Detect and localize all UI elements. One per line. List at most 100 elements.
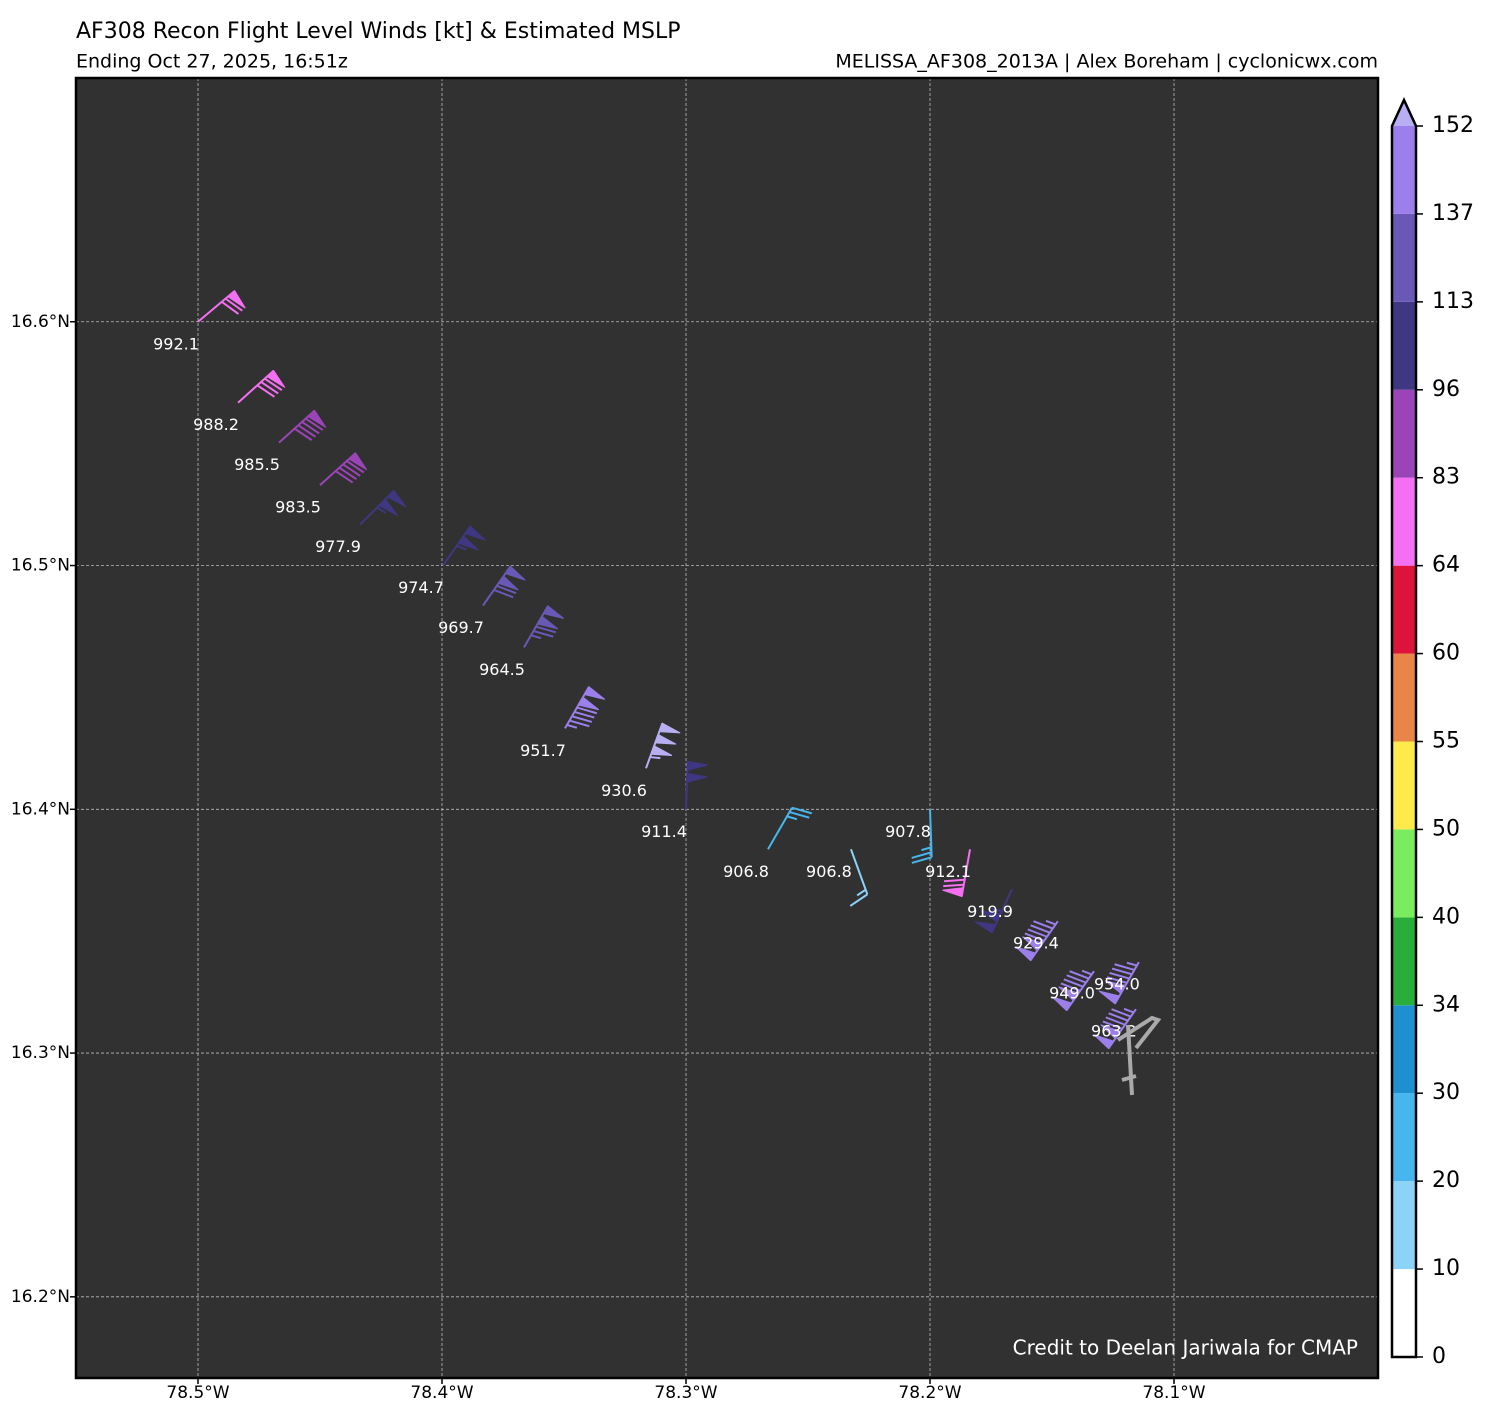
barb-staff bbox=[564, 686, 598, 729]
credit: Credit to Deelan Jariwala for CMAP bbox=[1013, 1336, 1358, 1360]
colorbar-segment bbox=[1392, 213, 1416, 302]
pressure-label: 964.5 bbox=[479, 660, 525, 679]
barb-staff bbox=[911, 809, 933, 864]
pressure-label: 906.8 bbox=[806, 862, 852, 881]
colorbar-tick-label: 113 bbox=[1432, 289, 1474, 314]
y-tick-label: 16.2°N bbox=[11, 1287, 70, 1307]
plot-area: 992.1 988.2 985.5 983.5 977.9 974.7 969.7 964.5… bbox=[76, 78, 1378, 1378]
pressure-label: 949.0 bbox=[1049, 984, 1095, 1003]
colorbar-tick-label: 83 bbox=[1432, 465, 1460, 490]
pressure-label: 906.8 bbox=[723, 862, 769, 881]
chart-subtitle: Ending Oct 27, 2025, 16:51z bbox=[76, 51, 348, 73]
barb-flags bbox=[378, 489, 407, 516]
barb-flags bbox=[266, 369, 286, 388]
wind-barb bbox=[442, 525, 486, 567]
colorbar-segment bbox=[1392, 1181, 1416, 1270]
colorbar-tick-label: 60 bbox=[1432, 641, 1460, 666]
colorbar: 0 10 20 30 34 40 50 55 60 64 83 96 113 137 152 bbox=[1390, 97, 1474, 1369]
wind-barb bbox=[849, 848, 869, 907]
x-tick-label: 78.1°W bbox=[1142, 1383, 1205, 1403]
colorbar-tick-label: 96 bbox=[1432, 377, 1460, 402]
colorbar-segment bbox=[1392, 389, 1416, 478]
barb-flags bbox=[457, 525, 486, 551]
barb-staff bbox=[1024, 919, 1059, 962]
barb-flags bbox=[348, 452, 368, 471]
pressure-label: 907.8 bbox=[885, 822, 931, 841]
barb-flags bbox=[1015, 936, 1044, 962]
colorbar-segment bbox=[1392, 477, 1416, 566]
pressure-label: 954.0 bbox=[1094, 975, 1140, 994]
barb-staff bbox=[278, 409, 324, 444]
y-tick-label: 16.4°N bbox=[11, 799, 70, 819]
wind-barb bbox=[645, 722, 681, 769]
wind-barb bbox=[767, 806, 813, 850]
barb-staff bbox=[1102, 1007, 1137, 1050]
wind-barb bbox=[278, 409, 327, 444]
colorbar-extend bbox=[1392, 100, 1416, 126]
colorbar-tick-label: 64 bbox=[1432, 553, 1460, 578]
barb-staff bbox=[237, 369, 283, 404]
colorbar-tick-label: 10 bbox=[1432, 1256, 1460, 1281]
colorbar-tick-label: 0 bbox=[1432, 1344, 1446, 1369]
wind-barb bbox=[482, 565, 526, 607]
colorbar-segment bbox=[1392, 301, 1416, 390]
barb-flags bbox=[307, 409, 327, 428]
wind-barb bbox=[1098, 961, 1140, 1005]
pressure-label: 992.1 bbox=[153, 334, 199, 353]
colorbar-tick-label: 152 bbox=[1432, 113, 1474, 138]
chart-title: AF308 Recon Flight Level Winds [kt] & Es… bbox=[76, 19, 681, 44]
barb-flags bbox=[497, 565, 526, 591]
wind-barb bbox=[1015, 919, 1059, 962]
colorbar-segment bbox=[1392, 829, 1416, 918]
barb-staff bbox=[523, 605, 557, 648]
wind-barb bbox=[237, 369, 286, 404]
barb-flags bbox=[686, 760, 708, 783]
wind-barb bbox=[523, 605, 565, 648]
wind-barb bbox=[911, 809, 933, 864]
plot-frame bbox=[74, 76, 1380, 1380]
x-tick-label: 78.3°W bbox=[654, 1383, 717, 1403]
barb-flags bbox=[1051, 986, 1080, 1012]
barb-flags bbox=[536, 605, 565, 630]
barb-staff bbox=[1060, 969, 1095, 1012]
x-tick-label: 78.4°W bbox=[410, 1383, 473, 1403]
pressure-label: 983.5 bbox=[275, 498, 321, 517]
wind-barb bbox=[564, 686, 606, 729]
map-background bbox=[76, 78, 1378, 1378]
pressure-label: 929.4 bbox=[1013, 934, 1059, 953]
wind-barb bbox=[942, 849, 972, 898]
pressure-label: 969.7 bbox=[438, 618, 484, 637]
x-tick-label: 78.5°W bbox=[166, 1383, 229, 1403]
wind-barb bbox=[685, 760, 708, 810]
colorbar-tick-label: 40 bbox=[1432, 904, 1460, 929]
colorbar-segment bbox=[1392, 1005, 1416, 1094]
pressure-label: 919.9 bbox=[967, 902, 1013, 921]
barb-staff bbox=[319, 452, 365, 486]
pressure-label: 930.6 bbox=[601, 781, 647, 800]
colorbar-segment bbox=[1392, 653, 1416, 742]
colorbar-segment bbox=[1392, 1269, 1416, 1357]
colorbar-tick-label: 20 bbox=[1432, 1168, 1460, 1193]
pressure-label: 977.9 bbox=[315, 537, 361, 556]
colorbar-tick-label: 34 bbox=[1432, 992, 1460, 1017]
pressure-label: 951.7 bbox=[520, 741, 566, 760]
barb-staff bbox=[767, 806, 813, 850]
colorbar-tick-label: 50 bbox=[1432, 816, 1460, 841]
barb-staff bbox=[1106, 961, 1140, 1005]
pressure-label: 985.5 bbox=[234, 455, 280, 474]
x-tick-label: 78.2°W bbox=[898, 1383, 961, 1403]
colorbar-tick-label: 55 bbox=[1432, 729, 1460, 754]
source: MELISSA_AF308_2013A | Alex Boreham | cyc… bbox=[835, 51, 1378, 73]
wind-barb bbox=[974, 888, 1013, 934]
y-tick-label: 16.6°N bbox=[11, 312, 70, 332]
barb-flags bbox=[650, 722, 681, 756]
colorbar-segment bbox=[1392, 1093, 1416, 1182]
colorbar-segment bbox=[1392, 565, 1416, 654]
pressure-label: 912.1 bbox=[925, 862, 971, 881]
barb-flags bbox=[974, 910, 1002, 934]
barb-staff bbox=[849, 848, 869, 907]
barb-flags bbox=[942, 887, 964, 898]
colorbar-segment bbox=[1392, 917, 1416, 1006]
barb-flags bbox=[1093, 1024, 1122, 1050]
